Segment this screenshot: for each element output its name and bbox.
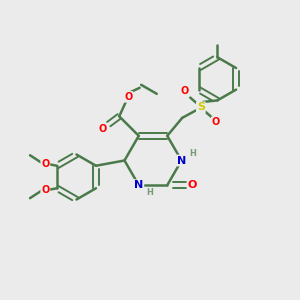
Text: O: O (212, 117, 220, 127)
Text: O: O (41, 159, 50, 169)
Text: O: O (99, 124, 107, 134)
Text: O: O (181, 86, 189, 96)
Text: H: H (190, 148, 196, 158)
Text: N: N (134, 180, 143, 190)
Text: O: O (124, 92, 132, 102)
Text: H: H (147, 188, 154, 197)
Text: O: O (41, 185, 50, 195)
Text: N: N (177, 155, 186, 166)
Text: O: O (188, 180, 197, 190)
Text: S: S (197, 102, 205, 112)
